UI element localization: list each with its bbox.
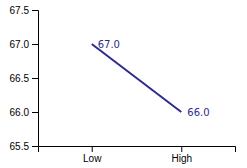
y-tick: 67.5 [10, 5, 38, 16]
chart-container: 65.5 66.0 66.5 67.0 67.5 Low High 67.0 66.0 [0, 0, 247, 168]
x-tick-mark [181, 146, 182, 152]
x-axis: Low High [39, 146, 236, 164]
y-tick-label: 67.0 [10, 39, 30, 50]
y-tick-mark [32, 44, 38, 45]
y-tick: 66.0 [10, 107, 38, 118]
y-tick-label: 67.5 [10, 5, 30, 16]
x-tick-mark [92, 146, 93, 152]
marks [92, 44, 182, 112]
y-tick-mark [32, 146, 38, 147]
y-tick-mark [32, 112, 38, 113]
y-tick: 67.0 [10, 39, 38, 50]
y-axis: 65.5 66.0 66.5 67.0 67.5 [10, 5, 39, 152]
y-tick: 65.5 [10, 141, 38, 152]
data-label: 66.0 [187, 107, 209, 118]
y-tick-label: 66.5 [10, 73, 30, 84]
x-tick: Low [83, 146, 102, 164]
chart-svg: 65.5 66.0 66.5 67.0 67.5 Low High 67.0 66.0 [0, 0, 247, 168]
y-tick-label: 66.0 [10, 107, 30, 118]
data-label: 67.0 [98, 39, 120, 50]
y-tick-mark [32, 10, 38, 11]
y-tick-label: 65.5 [10, 141, 30, 152]
data-labels: 67.0 66.0 [98, 39, 210, 118]
plot-area: 65.5 66.0 66.5 67.0 67.5 Low High 67.0 66.0 [10, 5, 236, 164]
x-tick-label: Low [83, 153, 102, 164]
y-tick-mark [32, 78, 38, 79]
x-tick-label: High [171, 153, 192, 164]
x-tick: High [171, 146, 192, 164]
y-axis-line [32, 11, 39, 147]
y-tick: 66.5 [10, 73, 38, 84]
x-axis-line [39, 147, 236, 153]
line [92, 44, 182, 112]
